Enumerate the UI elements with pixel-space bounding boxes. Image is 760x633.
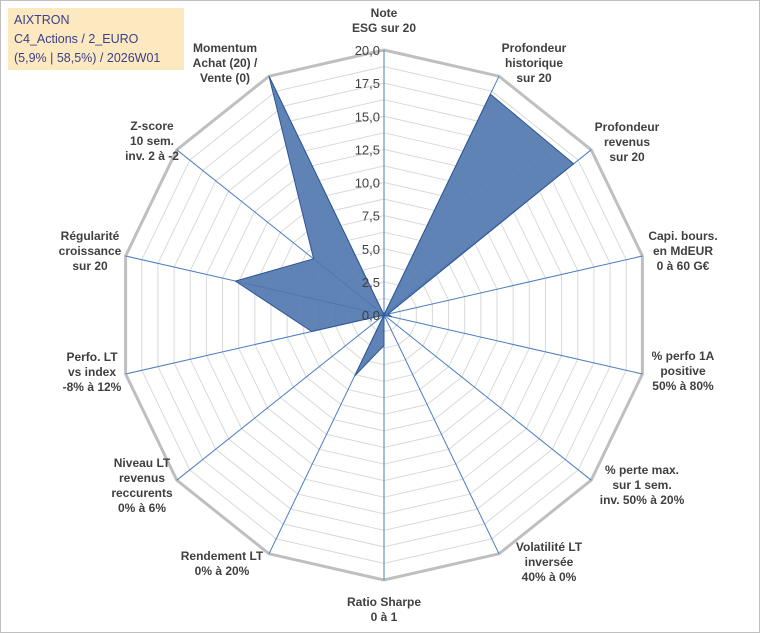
tick-label: 20,0: [355, 43, 380, 58]
axis-label-line: Z-score: [130, 119, 174, 133]
axis-label-line: Profondeur: [595, 120, 660, 134]
axis-label: Profondeur revenus sur 20: [595, 120, 660, 164]
axis-label: Ratio Sharpe 0 à 1: [347, 595, 421, 624]
axis-line: [383, 255, 643, 316]
axis-label: Volatilité LT inversée 40% à 0%: [516, 540, 583, 584]
axis-label-line: -8% à 12%: [63, 380, 122, 394]
axis-label-line: inv. 2 à -2: [125, 149, 179, 163]
axis-label-line: Vente (0): [200, 71, 250, 85]
axis-label-line: 40% à 0%: [522, 570, 577, 584]
tick-label: 7,5: [362, 209, 380, 224]
chart-title-box: AIXTRON C4_Actions / 2_EURO (5,9% | 58,5…: [8, 8, 184, 70]
axis-label-line: Rendement LT: [181, 549, 264, 563]
axis-label: Rendement LT 0% à 20%: [181, 549, 264, 578]
tick-label: 10,0: [355, 176, 380, 191]
axis-label-line: sur 20: [516, 71, 552, 85]
axis-label-line: Momentum: [193, 41, 257, 55]
axis-label-line: 10 sem.: [130, 134, 174, 148]
axis-label: Profondeur historique sur 20: [502, 41, 567, 85]
tick-label: 2,5: [362, 275, 380, 290]
axis-label-line: en MdEUR: [653, 244, 713, 258]
axis-label-line: reccurents: [111, 486, 173, 500]
axis-label-line: Régularité: [61, 229, 120, 243]
axis-label-line: sur 20: [72, 259, 108, 273]
radar-tick-labels: 0,0 2,5 5,0 7,5 10,0 12,5 15,0 17,5 20,0: [355, 43, 380, 323]
axis-label-line: inversée: [525, 555, 574, 569]
axis-label-line: Perfo. LT: [66, 350, 118, 364]
tick-label: 17,5: [355, 76, 380, 91]
axis-label-line: 0% à 6%: [118, 501, 166, 515]
axis-label-line: 0 à 1: [371, 610, 398, 624]
axis-label-line: positive: [660, 364, 706, 378]
axis-label-line: sur 1 sem.: [612, 478, 671, 492]
axis-line: [383, 314, 643, 375]
radar-series: [234, 75, 575, 377]
axis-label-line: Note: [371, 6, 398, 20]
axis-label-line: % perte max.: [605, 463, 679, 477]
axis-line: [383, 314, 500, 555]
axis-label: Note ESG sur 20: [352, 6, 416, 35]
axis-label-line: croissance: [59, 244, 122, 258]
axis-label-line: Achat (20) /: [193, 56, 258, 70]
axis-label-line: sur 20: [609, 150, 645, 164]
axis-label: % perfo 1A positive 50% à 80%: [652, 349, 715, 393]
axis-label: Régularité croissance sur 20: [59, 229, 122, 273]
tick-label: 15,0: [355, 109, 380, 124]
axis-label-line: Ratio Sharpe: [347, 595, 421, 609]
axis-label-line: Niveau LT: [114, 456, 171, 470]
axis-label-line: Volatilité LT: [516, 540, 583, 554]
title-line-1: AIXTRON: [14, 13, 70, 27]
axis-label: Perfo. LT vs index -8% à 12%: [63, 350, 122, 394]
title-line-2: C4_Actions / 2_EURO: [14, 32, 139, 46]
axis-label: Z-score 10 sem. inv. 2 à -2: [125, 119, 179, 163]
tick-label: 5,0: [362, 242, 380, 257]
axis-label-line: Profondeur: [502, 41, 567, 55]
axis-label-line: historique: [505, 56, 563, 70]
axis-label-line: revenus: [119, 471, 165, 485]
axis-label-line: 0 à 60 G€: [657, 259, 710, 273]
axis-label: % perte max. sur 1 sem. inv. 50% à 20%: [600, 463, 685, 507]
axis-label-line: 50% à 80%: [652, 379, 714, 393]
axis-label: Niveau LT revenus reccurents 0% à 6%: [111, 456, 173, 515]
tick-label: 0,0: [362, 308, 380, 323]
axis-line: [383, 314, 592, 481]
axis-label-line: Capi. bours.: [648, 229, 717, 243]
axis-label: Capi. bours. en MdEUR 0 à 60 G€: [648, 229, 717, 273]
axis-label-line: vs index: [68, 365, 116, 379]
axis-label-line: % perfo 1A: [652, 349, 715, 363]
title-line-3: (5,9% | 58,5%) / 2026W01: [14, 51, 161, 65]
axis-label-line: 0% à 20%: [195, 564, 250, 578]
axis-label-line: inv. 50% à 20%: [600, 493, 685, 507]
series-area: [234, 75, 575, 377]
tick-label: 12,5: [355, 142, 380, 157]
axis-label: Momentum Achat (20) / Vente (0): [193, 41, 258, 85]
axis-line: [176, 314, 385, 481]
axis-label-line: ESG sur 20: [352, 21, 416, 35]
axis-label-line: revenus: [604, 135, 650, 149]
